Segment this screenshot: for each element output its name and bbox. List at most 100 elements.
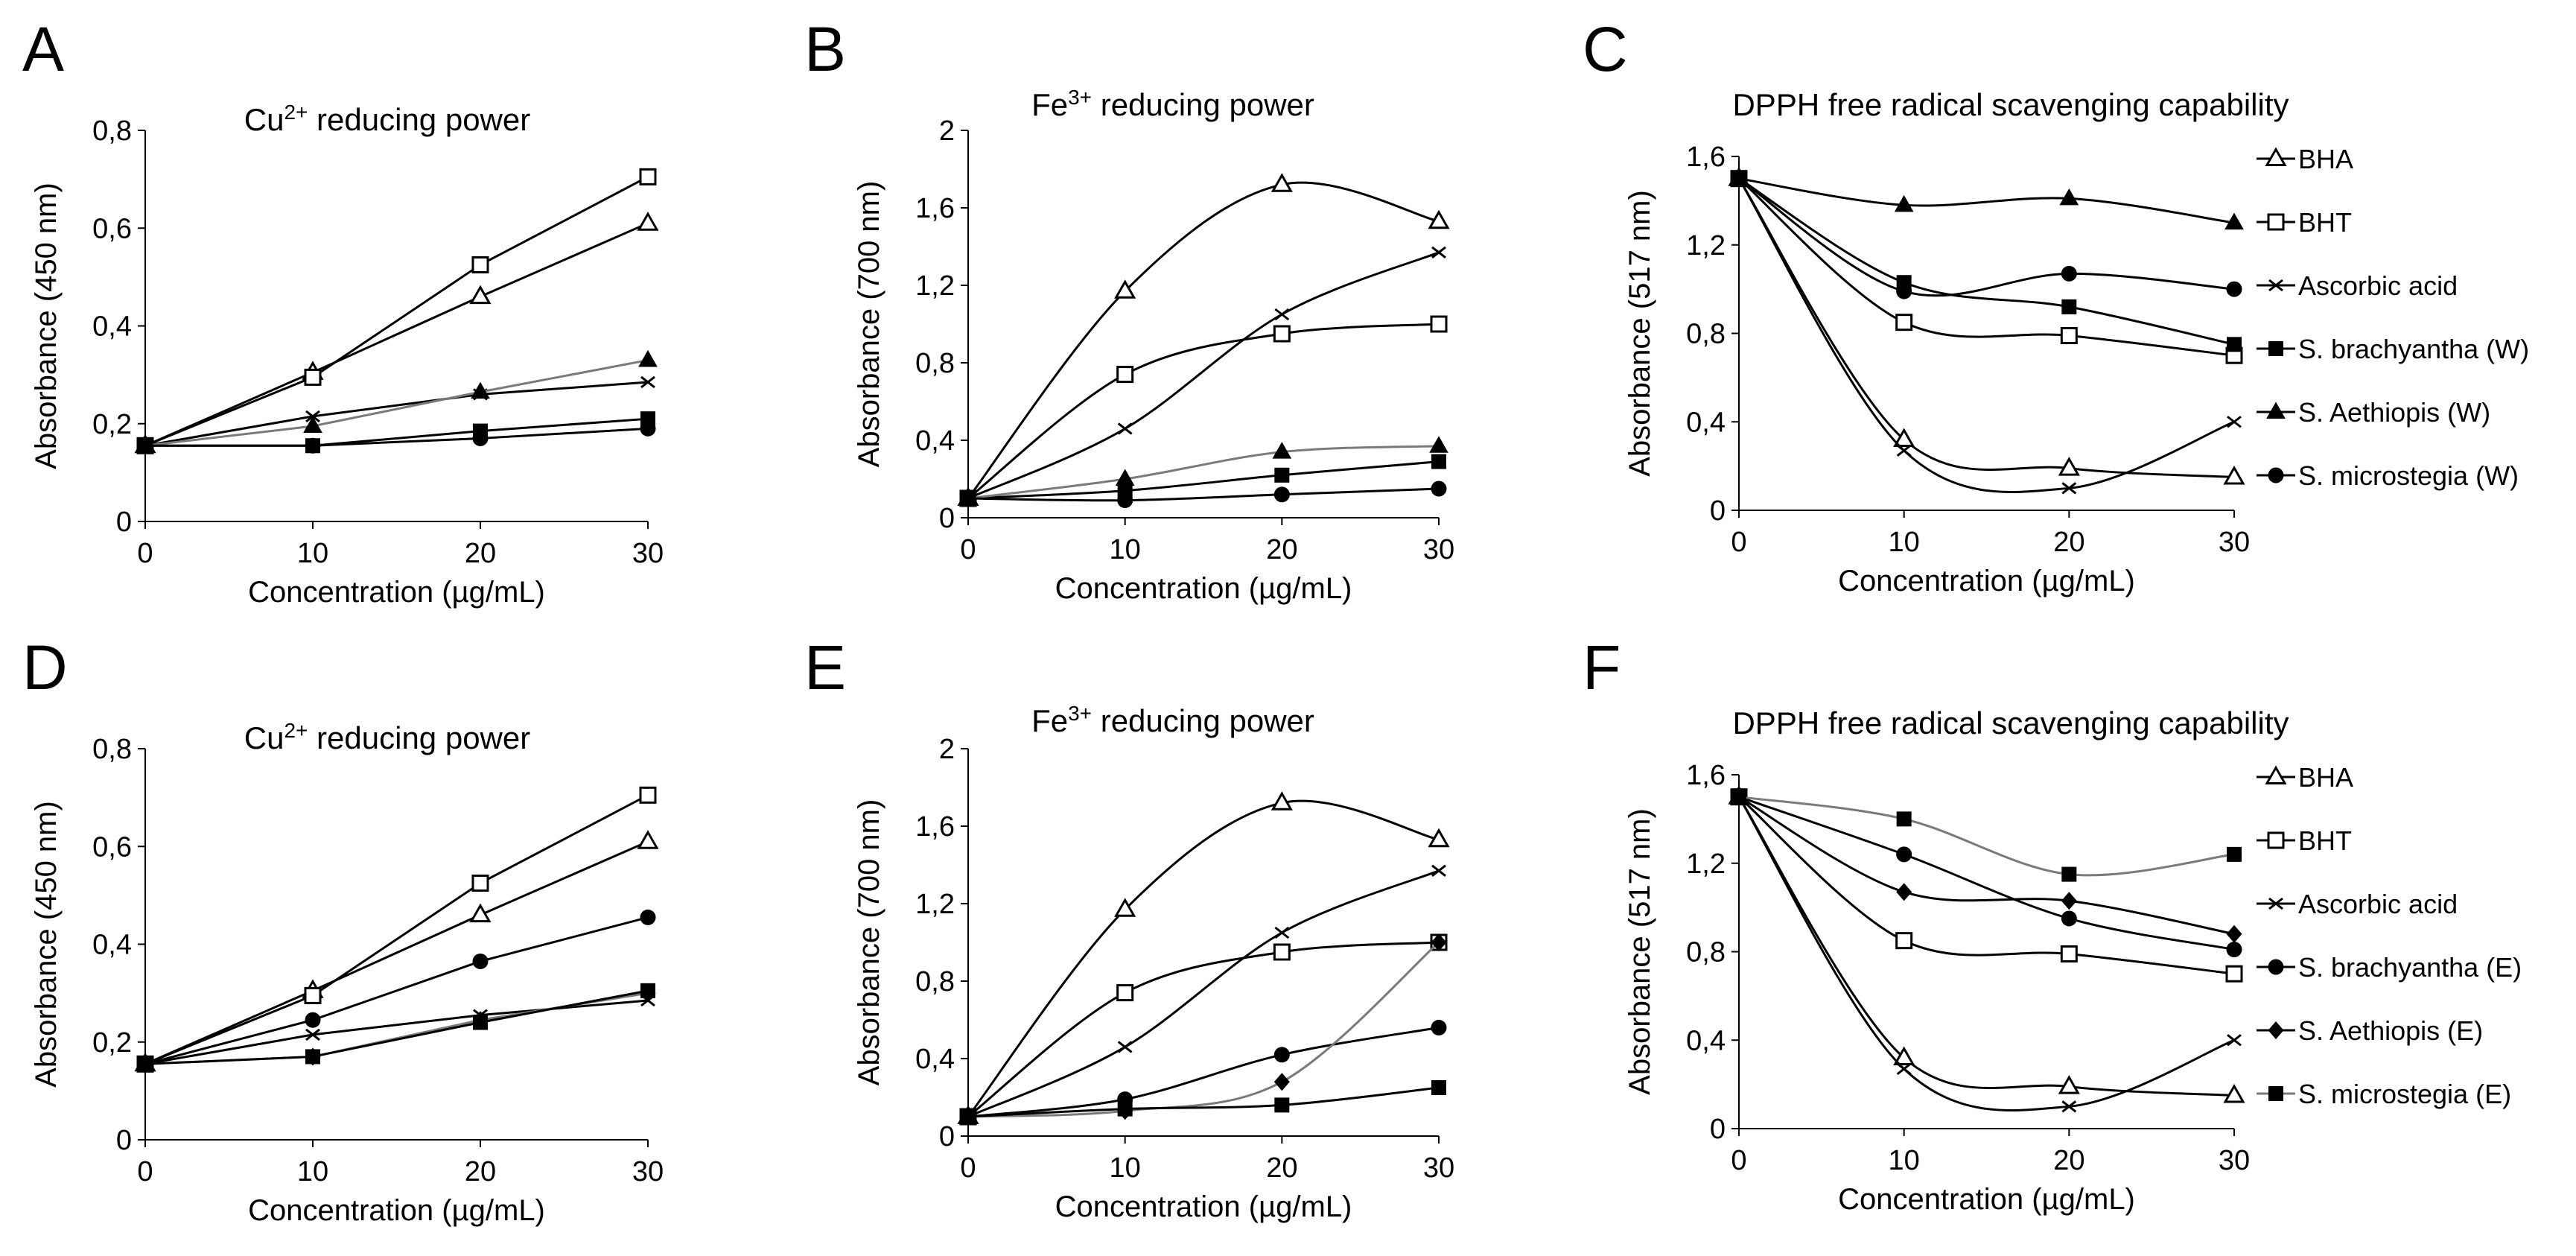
series-s-microstegia-w-point xyxy=(305,437,321,454)
series-bha-point xyxy=(1893,1046,1915,1065)
series-ascorbic-acid-point xyxy=(1896,1062,1912,1076)
legend-label: S. brachyantha (W) xyxy=(2298,334,2529,364)
series-s-brachyantha-e-point xyxy=(1896,846,1912,863)
series-ascorbic-acid xyxy=(1731,790,2242,1113)
series-bht-line xyxy=(967,941,1440,1118)
series-s-microstegia-w-point xyxy=(2226,281,2242,297)
series-bht-line xyxy=(967,323,1440,500)
panel-c: C DPPH free radical scavenging capability… xyxy=(1583,14,2529,597)
y-tick-label: 2 xyxy=(939,115,955,147)
x-axis-label: Concentration (µg/mL) xyxy=(1055,572,1352,605)
chart-title-base: DPPH free radical scavenging capability xyxy=(1732,705,2289,740)
legend-marker xyxy=(2268,1086,2283,1101)
series-bha-point xyxy=(1114,898,1136,917)
y-tick-label: 0 xyxy=(116,507,132,538)
y-axis-label: Absorbance (700 nm) xyxy=(853,799,885,1086)
y-tick-label: 0,4 xyxy=(1686,407,1726,438)
series-bha xyxy=(957,173,1450,506)
x-tick-label: 20 xyxy=(1266,534,1297,565)
series-s-microstegia-w-point xyxy=(1896,283,1912,299)
y-tick-label: 0,8 xyxy=(92,734,132,765)
series-ascorbic-acid-point xyxy=(640,375,655,389)
series-s-microstegia-e-point xyxy=(640,983,655,998)
legend-marker xyxy=(2268,341,2283,356)
series-bht-line xyxy=(1738,796,2235,975)
series-ascorbic-acid-point-stroke-b xyxy=(1431,246,1446,259)
series-s-microstegia-e-point xyxy=(1274,1097,1290,1113)
x-tick-label: 0 xyxy=(137,538,153,569)
legend-entry-bht: BHT xyxy=(2257,207,2352,238)
series-ascorbic-acid-point xyxy=(1274,926,1290,939)
series-bht xyxy=(959,315,1448,507)
series-ascorbic-acid xyxy=(961,864,1446,1123)
y-tick-label: 0,8 xyxy=(1686,319,1726,350)
y-axis-label: Absorbance (450 nm) xyxy=(30,183,63,469)
series-s-aethiopis-w-point xyxy=(303,416,322,434)
y-tick-label: 1,2 xyxy=(915,889,955,920)
legend-label: S. Aethiopis (E) xyxy=(2298,1015,2483,1046)
series-s-brachyantha-e-line xyxy=(967,1026,1440,1118)
series-ascorbic-acid-point-stroke-b xyxy=(2061,482,2077,495)
series-s-aethiopis-e-line xyxy=(967,941,1440,1118)
series-ascorbic-acid-line xyxy=(1737,796,2235,1111)
series-ascorbic-acid-point-stroke-b xyxy=(640,375,655,389)
series-bha-point xyxy=(1114,279,1136,299)
series-ascorbic-acid-point xyxy=(2227,1034,2242,1047)
legend-label: Ascorbic acid xyxy=(2298,889,2458,919)
series-s-brachyantha-w-line xyxy=(1738,177,2235,346)
series-s-aethiopis-w xyxy=(136,349,658,453)
series-bht-point xyxy=(471,256,489,273)
series-bha-point xyxy=(1428,209,1450,229)
series-s-microstegia-w-point xyxy=(1117,492,1133,509)
series-ascorbic-acid-point xyxy=(305,1028,320,1041)
series-s-brachyantha-e-line xyxy=(144,916,649,1065)
series-bht-line xyxy=(144,176,649,447)
series-s-microstegia-w xyxy=(960,480,1447,509)
series-s-aethiopis-w-line xyxy=(144,358,649,447)
y-tick-label: 0,4 xyxy=(915,1044,955,1075)
series-ascorbic-acid-point-stroke-b xyxy=(1896,1062,1912,1076)
series-s-aethiopis-w-point xyxy=(1894,194,1914,212)
panel-f: F DPPH free radical scavenging capability… xyxy=(1583,632,2522,1216)
series-s-brachyantha-e xyxy=(960,1019,1447,1125)
y-axis-label: Absorbance (517 nm) xyxy=(1623,190,1656,477)
series-ascorbic-acid-point xyxy=(1431,246,1446,259)
x-tick-label: 0 xyxy=(1731,527,1746,558)
series-s-microstegia-e-line xyxy=(144,989,649,1065)
series-s-aethiopis-e-point xyxy=(1431,933,1447,951)
x-tick-label: 10 xyxy=(297,1156,328,1187)
series-s-aethiopis-e-point xyxy=(2061,892,2077,910)
series-s-brachyantha-e-point xyxy=(1431,1019,1447,1035)
y-tick-label: 0,8 xyxy=(915,348,955,379)
series-s-aethiopis-w-point xyxy=(2059,188,2079,206)
series-s-microstegia-w-point xyxy=(137,437,153,454)
y-tick-label: 0,8 xyxy=(915,966,955,997)
legend-entry-s-brachyantha-e: S. brachyantha (E) xyxy=(2257,952,2522,983)
chart-title: Cu2+ reducing power xyxy=(244,101,530,138)
chart-title: Cu2+ reducing power xyxy=(244,719,530,756)
panel-d: D Cu2+ reducing power 0 0,2 0,4 0,6 0,8 0 10 20 30… xyxy=(22,632,664,1227)
legend-marker xyxy=(2265,765,2287,784)
series-ascorbic-acid-line xyxy=(967,869,1440,1118)
chart-title-base: Fe xyxy=(1031,703,1068,738)
series-bha-point xyxy=(469,903,492,923)
y-tick-label: 0,4 xyxy=(1686,1025,1726,1056)
legend-label: S. microstegia (E) xyxy=(2298,1079,2511,1109)
series-s-microstegia-e xyxy=(1731,789,2242,882)
series-bht-line xyxy=(1738,177,2235,357)
series-ascorbic-acid-point-stroke-b xyxy=(1431,864,1446,877)
y-axis-label: Absorbance (517 nm) xyxy=(1623,808,1656,1095)
series-s-microstegia-w-point xyxy=(1431,480,1447,497)
series-s-microstegia-e-line xyxy=(1738,796,2235,877)
series-bha-point xyxy=(1270,791,1293,811)
series-ascorbic-acid-point xyxy=(2227,416,2242,428)
x-axis-label: Concentration (µg/mL) xyxy=(248,1194,545,1227)
series-s-brachyantha-e-point xyxy=(2061,910,2077,927)
chart-title-rest: reducing power xyxy=(1092,703,1314,738)
y-tick-label: 0,6 xyxy=(92,831,132,863)
series-s-aethiopis-e-line xyxy=(144,992,649,1065)
series-s-microstegia-w-point xyxy=(2061,265,2077,282)
series-bha-point xyxy=(1270,173,1293,192)
series-bht xyxy=(1730,788,2243,983)
chart-title: Fe3+ reducing power xyxy=(1031,702,1314,739)
